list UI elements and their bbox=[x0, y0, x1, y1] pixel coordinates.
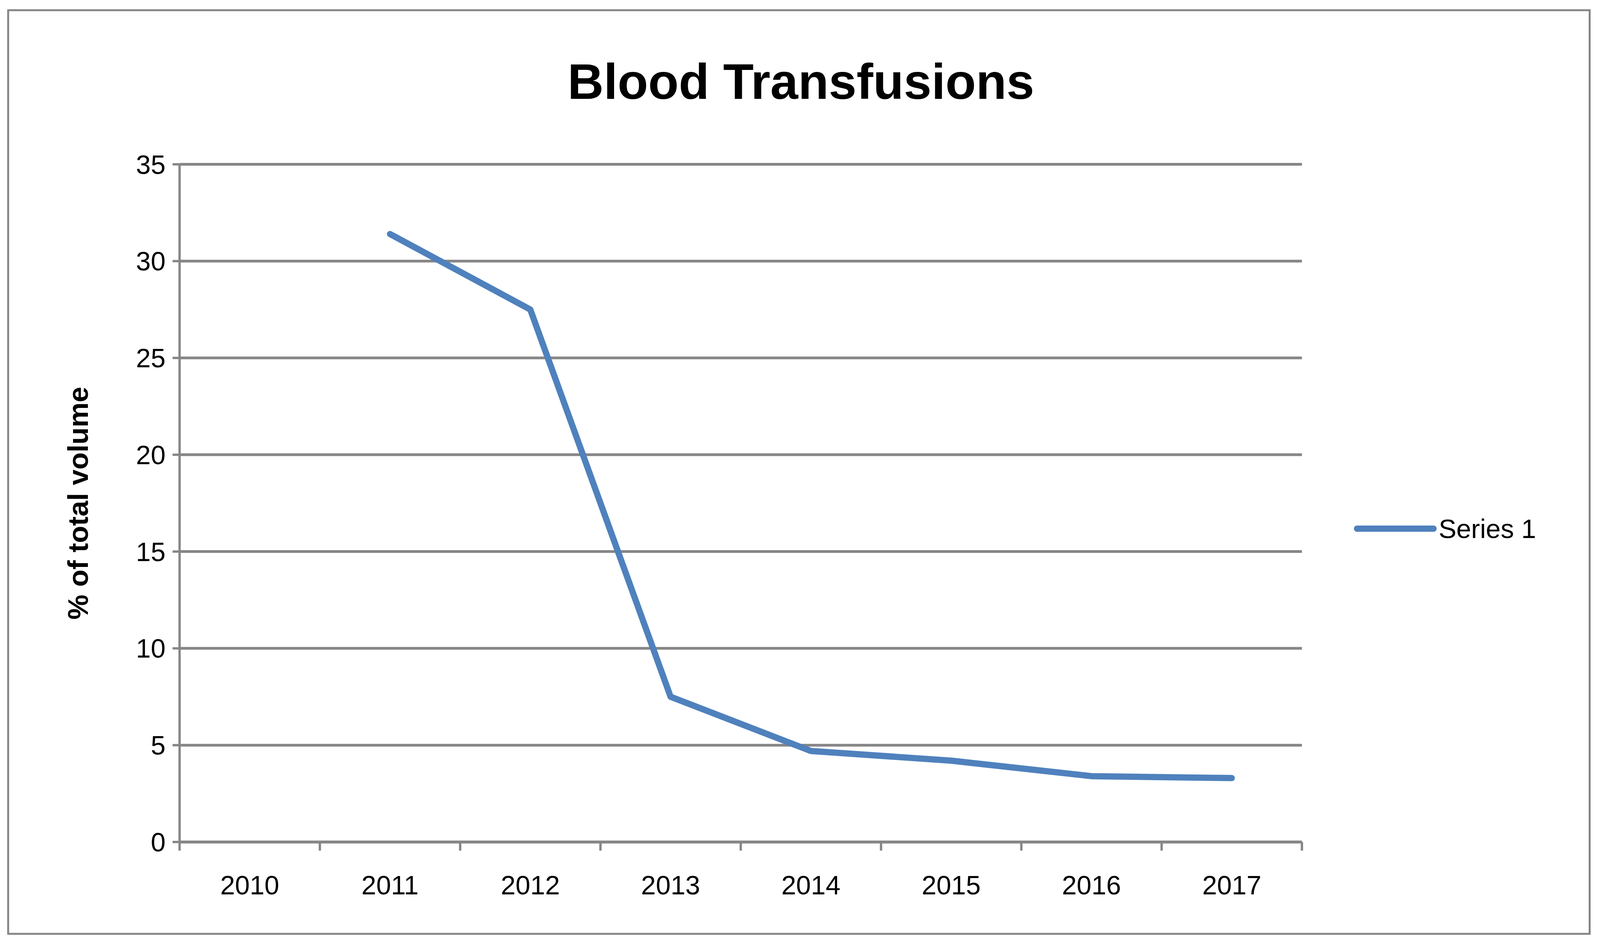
grid-line bbox=[179, 646, 1302, 650]
x-tick bbox=[879, 841, 883, 851]
x-tick bbox=[178, 841, 181, 851]
y-tick-label: 5 bbox=[150, 730, 166, 760]
y-tick-label: 15 bbox=[135, 536, 166, 567]
x-tick-label: 2011 bbox=[361, 869, 419, 900]
grid-line bbox=[179, 356, 1302, 360]
y-tick-label: 10 bbox=[135, 633, 166, 663]
chart-frame bbox=[8, 10, 1590, 934]
x-tick bbox=[1300, 841, 1304, 851]
y-tick-label: 25 bbox=[135, 342, 166, 373]
grid-line bbox=[179, 453, 1302, 456]
x-tick-label: 2017 bbox=[1202, 869, 1262, 900]
series-line bbox=[389, 233, 1232, 778]
legend-label: Series 1 bbox=[1438, 513, 1536, 544]
x-tick-label: 2015 bbox=[921, 869, 981, 900]
x-tick-label: 2016 bbox=[1062, 869, 1122, 900]
x-tick bbox=[1020, 841, 1023, 851]
y-tick-label: 20 bbox=[135, 439, 166, 470]
x-tick bbox=[318, 841, 322, 851]
title: Blood Transfusions bbox=[567, 53, 1035, 110]
x-tick-label: 2014 bbox=[781, 869, 841, 900]
y-axis bbox=[178, 164, 181, 842]
plot-area bbox=[389, 233, 1232, 778]
y-tick-label: 30 bbox=[135, 246, 166, 276]
grid-line bbox=[179, 162, 1302, 166]
x-tick bbox=[599, 841, 602, 851]
x-tick bbox=[1160, 841, 1163, 851]
chart-root: Blood Transfusions 0 5 10 15 20 25 30 35 2010 2011… bbox=[0, 0, 1600, 944]
grid-line bbox=[179, 259, 1302, 263]
x-tick-label: 2010 bbox=[220, 869, 280, 900]
x-tick bbox=[739, 841, 742, 851]
grid-line bbox=[179, 743, 1302, 747]
grid-line bbox=[179, 550, 1302, 553]
y-tick-label: 35 bbox=[135, 149, 166, 180]
x-tick bbox=[458, 841, 462, 851]
y-tick-label: 0 bbox=[150, 826, 166, 857]
legend-swatch bbox=[1357, 525, 1434, 532]
y-axis-label: % of total volume bbox=[62, 386, 94, 620]
chart: Blood Transfusions 0 5 10 15 20 25 30 35 2010 2011… bbox=[0, 0, 1600, 944]
x-tick-label: 2012 bbox=[500, 869, 560, 900]
x-tick-label: 2013 bbox=[641, 869, 700, 900]
